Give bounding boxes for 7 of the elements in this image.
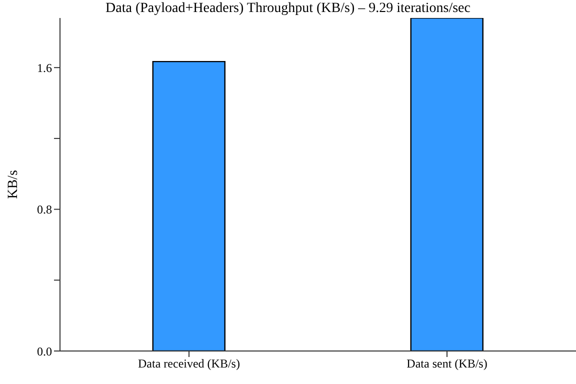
x-tick-label: Data received (KB/s) <box>138 356 240 371</box>
y-tick-label: 1.6 <box>37 60 52 75</box>
y-tick-label: 0.8 <box>37 202 52 217</box>
x-tick-label: Data sent (KB/s) <box>406 356 488 371</box>
chart-title: Data (Payload+Headers) Throughput (KB/s) – 9.29 iterations/sec <box>104 0 472 17</box>
y-axis-title: KB/s <box>6 170 21 199</box>
y-tick-label: 0.0 <box>37 344 52 358</box>
